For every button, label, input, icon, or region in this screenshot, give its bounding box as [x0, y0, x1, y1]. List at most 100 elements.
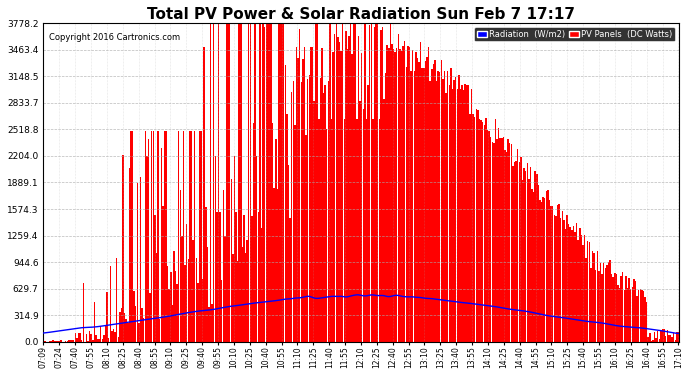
Bar [520, 157, 522, 342]
Bar [234, 156, 235, 342]
Bar [369, 26, 371, 342]
Bar [65, 341, 66, 342]
Bar [455, 76, 456, 342]
Bar [525, 171, 526, 342]
Bar [299, 29, 300, 342]
Bar [167, 266, 168, 342]
Bar [568, 224, 569, 342]
Bar [671, 337, 673, 342]
Bar [286, 114, 288, 342]
Bar [90, 334, 92, 342]
Bar [337, 37, 339, 342]
Bar [184, 265, 186, 342]
Bar [308, 75, 310, 342]
Bar [310, 47, 312, 342]
Bar [401, 51, 402, 342]
Bar [291, 92, 293, 342]
Bar [324, 85, 326, 342]
Bar [210, 23, 211, 342]
Bar [83, 284, 84, 342]
Bar [466, 85, 468, 342]
Bar [283, 23, 284, 342]
Bar [112, 329, 115, 342]
Bar [644, 297, 646, 342]
Bar [245, 253, 246, 342]
Bar [60, 340, 61, 342]
Bar [519, 162, 520, 342]
Bar [104, 335, 105, 342]
Bar [491, 142, 493, 342]
Bar [97, 339, 98, 342]
Bar [600, 263, 601, 342]
Bar [601, 274, 603, 342]
Bar [675, 340, 676, 342]
Bar [81, 340, 82, 342]
Bar [589, 242, 590, 342]
Bar [642, 291, 644, 342]
Bar [413, 71, 415, 342]
Bar [584, 235, 585, 342]
Bar [566, 216, 568, 342]
Bar [215, 156, 216, 342]
Bar [582, 245, 584, 342]
Bar [667, 330, 668, 342]
Bar [578, 240, 579, 342]
Bar [646, 302, 647, 342]
Bar [517, 148, 518, 342]
Bar [95, 334, 97, 342]
Bar [606, 265, 608, 342]
Bar [170, 272, 172, 342]
Bar [609, 260, 611, 342]
Bar [232, 254, 234, 342]
Bar [579, 228, 580, 342]
Bar [181, 236, 183, 342]
Bar [57, 341, 59, 342]
Bar [654, 332, 656, 342]
Bar [448, 86, 450, 342]
Bar [663, 329, 665, 342]
Bar [312, 47, 313, 342]
Text: Copyright 2016 Cartronics.com: Copyright 2016 Cartronics.com [49, 33, 180, 42]
Bar [585, 258, 587, 342]
Bar [544, 198, 546, 342]
Bar [213, 23, 215, 342]
Bar [522, 180, 523, 342]
Bar [313, 101, 315, 342]
Bar [592, 251, 593, 342]
Bar [536, 174, 538, 342]
Bar [177, 284, 178, 342]
Bar [206, 248, 208, 342]
Bar [49, 341, 50, 342]
Bar [395, 52, 396, 342]
Bar [546, 190, 547, 342]
Bar [603, 262, 604, 342]
Bar [611, 274, 612, 342]
Bar [464, 84, 466, 342]
Bar [404, 40, 406, 342]
Bar [219, 212, 221, 342]
Bar [183, 131, 184, 342]
Bar [364, 23, 366, 342]
Bar [55, 341, 57, 342]
Bar [501, 138, 502, 342]
Bar [344, 119, 345, 342]
Bar [429, 81, 431, 342]
Bar [105, 326, 106, 342]
Bar [412, 50, 413, 342]
Bar [542, 197, 544, 342]
Bar [528, 179, 530, 342]
Bar [618, 285, 619, 342]
Bar [175, 271, 176, 342]
Bar [514, 162, 515, 342]
Bar [541, 202, 542, 342]
Bar [188, 259, 189, 342]
Bar [116, 258, 117, 342]
Bar [417, 58, 418, 342]
Bar [640, 290, 641, 342]
Bar [615, 274, 617, 342]
Bar [115, 332, 116, 342]
Bar [334, 34, 335, 342]
Bar [190, 131, 193, 342]
Bar [132, 131, 133, 342]
Bar [391, 44, 393, 342]
